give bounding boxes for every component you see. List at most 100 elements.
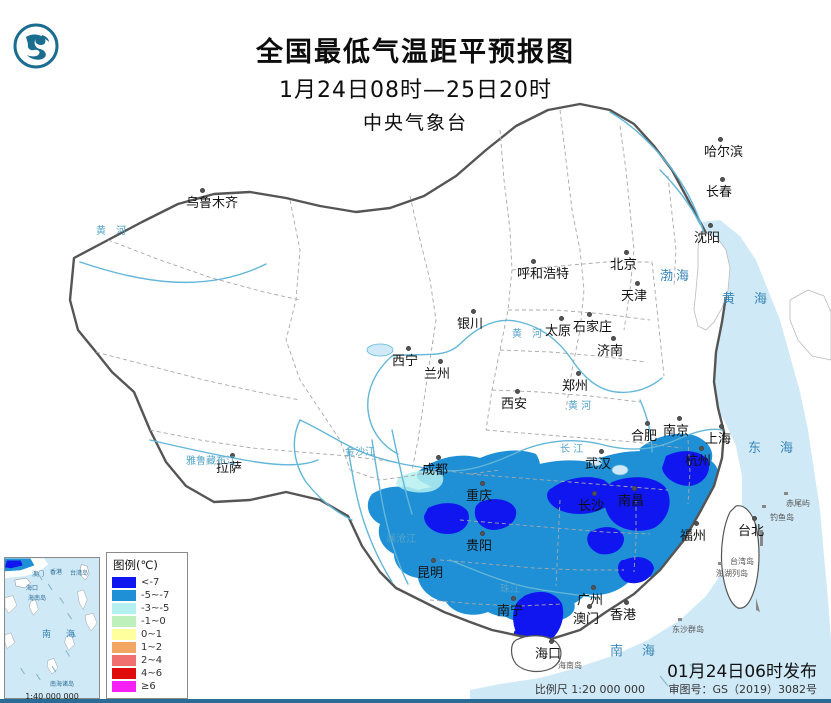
legend-row-1: -5~-7 [112, 589, 182, 602]
city-label-28: 昆明 [417, 566, 444, 581]
legend-swatch-1 [112, 590, 136, 601]
legend-row-8: ≥6 [112, 680, 182, 693]
city-label-2: 长春 [706, 185, 733, 200]
city-label-19: 成都 [422, 463, 449, 478]
city-marker-dot [677, 416, 682, 421]
river-label-5: 金沙江 [345, 447, 375, 458]
city-label-26: 福州 [680, 529, 707, 544]
hainan-island [510, 635, 562, 673]
city-marker-dot [480, 481, 485, 486]
sea-label-3: 渤海 [660, 269, 693, 284]
legend-panel: 图例(℃) <-7 -5~-7 -3~-5 -1~0 0~1 1~2 2~4 4~6 ≥6 [106, 552, 188, 699]
legend-swatch-3 [112, 616, 136, 627]
city-marker-dot [632, 486, 637, 491]
city-marker-dot [592, 491, 597, 496]
river-label-2: 黄 河 [568, 401, 592, 412]
city-marker-dot [549, 639, 554, 644]
city-label-29: 南宁 [497, 604, 524, 619]
city-label-14: 西安 [501, 397, 528, 412]
legend-row-2: -3~-5 [112, 602, 182, 615]
inset-label-5: 海口 [26, 585, 39, 592]
sea-label-2: 南 海 [610, 644, 659, 659]
legend-row-5: 1~2 [112, 641, 182, 654]
river-label-0: 黄 河 [96, 226, 126, 237]
city-marker-dot [230, 453, 235, 458]
city-label-17: 上海 [705, 432, 732, 447]
city-marker-dot [531, 259, 536, 264]
bottom-accent-bar [0, 699, 831, 703]
inset-label-1: 南海诸岛 [50, 681, 75, 688]
city-marker-dot [471, 309, 476, 314]
city-marker-dot [480, 531, 485, 536]
city-marker-dot [436, 455, 441, 460]
sea-label-0: 黄 海 [722, 292, 771, 307]
legend-label-1: -5~-7 [141, 590, 170, 601]
inset-label-0: 南 海 [42, 630, 79, 640]
city-marker-dot [611, 336, 616, 341]
river-label-4: 雅鲁藏布江 [186, 456, 236, 467]
city-marker-dot [645, 421, 650, 426]
inset-label-2: 澳门 [32, 571, 45, 578]
lakes [366, 343, 629, 476]
river-label-6: 澜沧江 [386, 534, 416, 545]
island-label-2: 赤尾屿 [786, 499, 810, 508]
inset-scale-text: 1:40 000 000 [25, 692, 79, 701]
city-label-23: 长沙 [578, 499, 605, 514]
legend-swatch-0 [112, 577, 136, 588]
city-label-5: 北京 [610, 257, 637, 273]
city-marker-dot [624, 600, 629, 605]
city-label-24: 南昌 [618, 494, 645, 509]
legend-row-3: -1~0 [112, 615, 182, 628]
city-marker-dot [587, 604, 592, 609]
city-label-18: 拉萨 [216, 461, 243, 476]
island-label-4: 海南岛 [558, 661, 582, 670]
island-label-3: 澎湖列岛 [716, 569, 748, 578]
legend-rows: <-7 -5~-7 -3~-5 -1~0 0~1 1~2 2~4 4~6 ≥6 [112, 576, 182, 693]
city-marker-dot [200, 188, 205, 193]
legend-row-6: 2~4 [112, 654, 182, 667]
legend-label-5: 1~2 [141, 642, 163, 653]
city-marker-dot [719, 424, 724, 429]
city-marker-dot [511, 596, 516, 601]
city-marker-dot [591, 585, 596, 590]
neighbor-landmass [693, 231, 831, 361]
city-label-33: 海口 [535, 647, 562, 662]
city-marker-dot [576, 371, 581, 376]
south-china-sea-inset-map [4, 557, 100, 699]
legend-swatch-2 [112, 603, 136, 614]
city-marker-dot [718, 137, 723, 142]
city-label-31: 香港 [610, 608, 637, 623]
city-label-0: 乌鲁木齐 [186, 196, 239, 211]
city-marker-dot [599, 449, 604, 454]
approval-number-text: 审图号：GS（2019）3082号 [668, 683, 818, 696]
city-marker-dot [438, 359, 443, 364]
legend-swatch-7 [112, 668, 136, 679]
island-label-5: 东沙群岛 [672, 625, 704, 634]
legend-swatch-5 [112, 642, 136, 653]
city-marker-dot [431, 558, 436, 563]
city-marker-dot [624, 250, 629, 255]
anomaly-band-lt-7 [424, 451, 710, 640]
city-label-7: 银川 [457, 317, 484, 332]
city-label-16: 南京 [663, 424, 690, 439]
city-label-11: 西宁 [392, 354, 419, 369]
taiwan-island [720, 505, 760, 609]
issue-time-text: 01月24日06时发布 [667, 662, 817, 682]
legend-label-2: -3~-5 [141, 603, 170, 614]
legend-label-8: ≥6 [141, 681, 156, 692]
city-marker-dot [708, 223, 713, 228]
river-label-7: 珠江 [500, 584, 520, 595]
city-label-10: 济南 [597, 344, 624, 359]
city-label-25: 贵阳 [466, 539, 493, 554]
river-label-3: 长 江 [560, 444, 584, 455]
inset-label-3: 香港 [50, 569, 63, 576]
inset-label-4: 台湾岛 [70, 570, 89, 577]
legend-row-4: 0~1 [112, 628, 182, 641]
legend-swatch-6 [112, 655, 136, 666]
legend-swatch-4 [112, 629, 136, 640]
map-scale-text: 比例尺 1:20 000 000 [534, 683, 645, 696]
city-label-30: 广州 [577, 593, 604, 608]
nine-dash-line [659, 663, 699, 687]
city-label-9: 石家庄 [573, 320, 613, 335]
city-marker-dot [635, 281, 640, 286]
